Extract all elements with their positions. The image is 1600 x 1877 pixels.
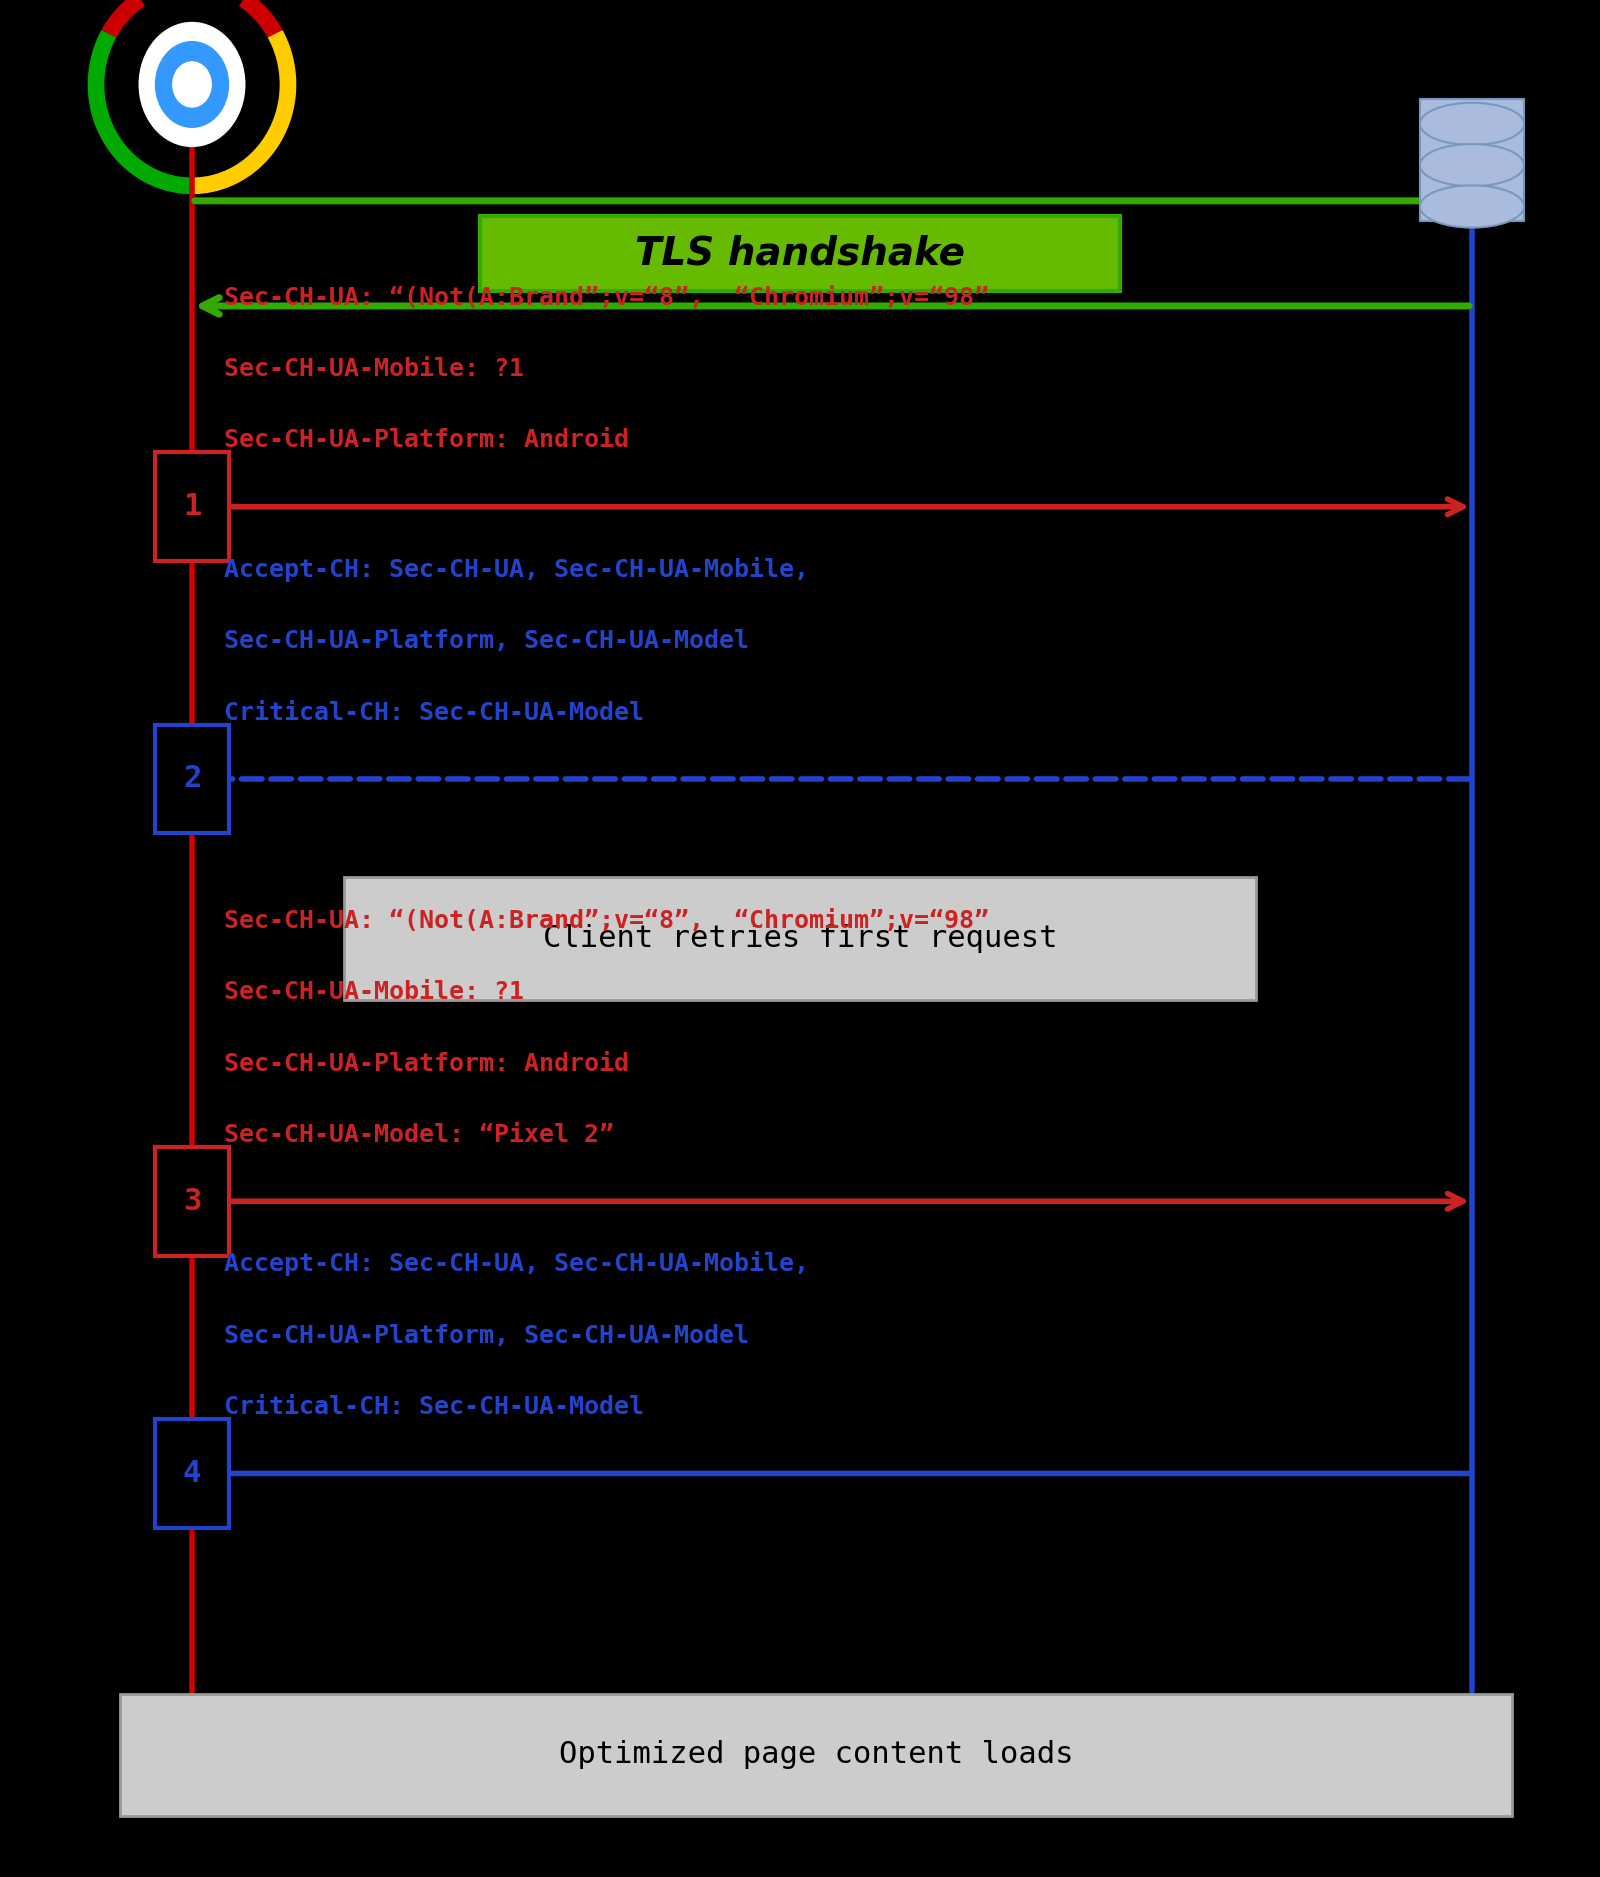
Circle shape (139, 23, 245, 146)
Text: Sec-CH-UA: “(Not(A:Brand”;v=“8”,  “Chromium”;v=“98”: Sec-CH-UA: “(Not(A:Brand”;v=“8”, “Chromi… (224, 908, 989, 933)
Text: TLS handshake: TLS handshake (635, 235, 965, 272)
Text: 4: 4 (182, 1458, 202, 1488)
Text: Accept-CH: Sec-CH-UA, Sec-CH-UA-Mobile,: Accept-CH: Sec-CH-UA, Sec-CH-UA-Mobile, (224, 557, 810, 582)
Text: Client retries first request: Client retries first request (542, 923, 1058, 954)
FancyBboxPatch shape (344, 878, 1256, 999)
Ellipse shape (1421, 145, 1523, 186)
Text: 3: 3 (182, 1186, 202, 1216)
FancyBboxPatch shape (155, 1419, 229, 1528)
Text: Sec-CH-UA-Platform, Sec-CH-UA-Model: Sec-CH-UA-Platform, Sec-CH-UA-Model (224, 629, 749, 653)
Ellipse shape (1421, 186, 1523, 227)
Circle shape (155, 41, 229, 128)
Text: Sec-CH-UA-Model: “Pixel 2”: Sec-CH-UA-Model: “Pixel 2” (224, 1122, 614, 1147)
FancyBboxPatch shape (155, 1147, 229, 1256)
Text: Sec-CH-UA: “(Not(A:Brand”;v=“8”,  “Chromium”;v=“98”: Sec-CH-UA: “(Not(A:Brand”;v=“8”, “Chromi… (224, 285, 989, 310)
FancyBboxPatch shape (480, 216, 1120, 291)
Text: Critical-CH: Sec-CH-UA-Model: Critical-CH: Sec-CH-UA-Model (224, 700, 643, 725)
Circle shape (173, 62, 211, 107)
Text: Sec-CH-UA-Mobile: ?1: Sec-CH-UA-Mobile: ?1 (224, 357, 525, 381)
Text: Sec-CH-UA-Platform: Android: Sec-CH-UA-Platform: Android (224, 1051, 629, 1076)
Text: 1: 1 (182, 492, 202, 522)
Text: Sec-CH-UA-Mobile: ?1: Sec-CH-UA-Mobile: ?1 (224, 980, 525, 1004)
Text: Critical-CH: Sec-CH-UA-Model: Critical-CH: Sec-CH-UA-Model (224, 1395, 643, 1419)
Ellipse shape (1421, 103, 1523, 145)
FancyBboxPatch shape (155, 452, 229, 561)
Text: 2: 2 (182, 764, 202, 794)
FancyBboxPatch shape (155, 725, 229, 833)
Text: Accept-CH: Sec-CH-UA, Sec-CH-UA-Mobile,: Accept-CH: Sec-CH-UA, Sec-CH-UA-Mobile, (224, 1252, 810, 1276)
FancyBboxPatch shape (1421, 99, 1525, 221)
FancyBboxPatch shape (120, 1693, 1512, 1817)
Text: Optimized page content loads: Optimized page content loads (558, 1740, 1074, 1770)
Text: Sec-CH-UA-Platform, Sec-CH-UA-Model: Sec-CH-UA-Platform, Sec-CH-UA-Model (224, 1323, 749, 1348)
Text: Sec-CH-UA-Platform: Android: Sec-CH-UA-Platform: Android (224, 428, 629, 452)
